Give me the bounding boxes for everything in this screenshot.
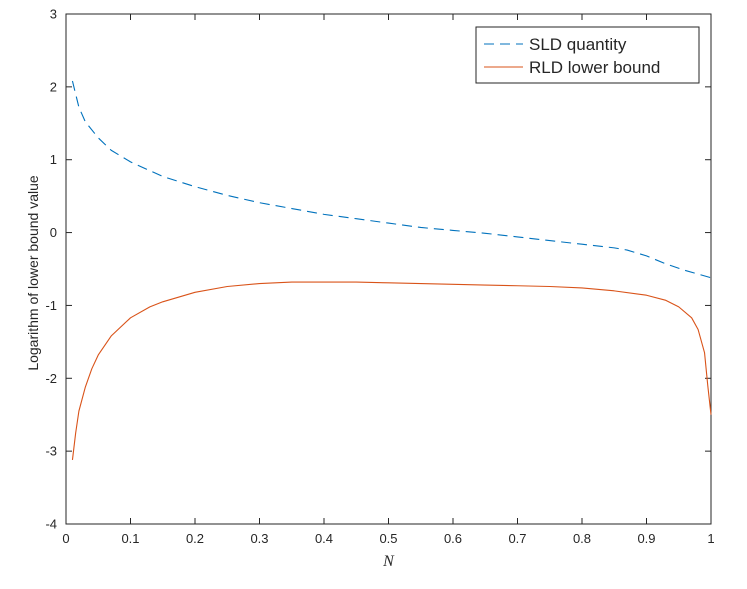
y-tick-label: -2	[45, 371, 57, 386]
series-line-rld-lower-bound	[71, 281, 712, 460]
x-tick-label: 0.5	[379, 531, 397, 546]
x-tick-label: 0.6	[444, 531, 462, 546]
x-tick-label: 0	[62, 531, 69, 546]
x-tick-label: 0.4	[315, 531, 333, 546]
y-tick-label: 2	[50, 79, 57, 94]
y-tick-label: -1	[45, 298, 57, 313]
x-tick-label: 0.8	[573, 531, 591, 546]
y-tick-label: 1	[50, 152, 57, 167]
legend-box	[475, 26, 700, 84]
y-tick-label: -3	[45, 444, 57, 459]
x-tick-label: 1	[707, 531, 714, 546]
legend-label: SLD quantity	[529, 35, 627, 54]
x-tick-label: 0.1	[121, 531, 139, 546]
x-tick-label: 0.3	[250, 531, 268, 546]
tick-group: 0 0.1 0.2 0.3 0.4 0.5 0.6 0.7 0.8 0.9 1 -4 -3 -2 -1 0 1 2…	[45, 7, 714, 547]
x-tick-label: 0.7	[508, 531, 526, 546]
axes-box-group	[65, 13, 712, 525]
y-tick-label: 0	[50, 225, 57, 240]
y-tick-label: 3	[50, 7, 57, 22]
series-line-sld-quantity	[71, 80, 712, 279]
x-axis-label: N	[382, 553, 395, 570]
axes-box	[65, 13, 712, 525]
x-tick-label: 0.2	[186, 531, 204, 546]
legend: SLD quantity RLD lower bound	[475, 26, 700, 84]
x-tick-label: 0.9	[637, 531, 655, 546]
y-tick-label: -4	[45, 517, 57, 532]
legend-label: RLD lower bound	[529, 58, 660, 77]
y-axis-label: Logarithm of lower bound value	[25, 175, 41, 371]
series-group	[71, 80, 712, 460]
